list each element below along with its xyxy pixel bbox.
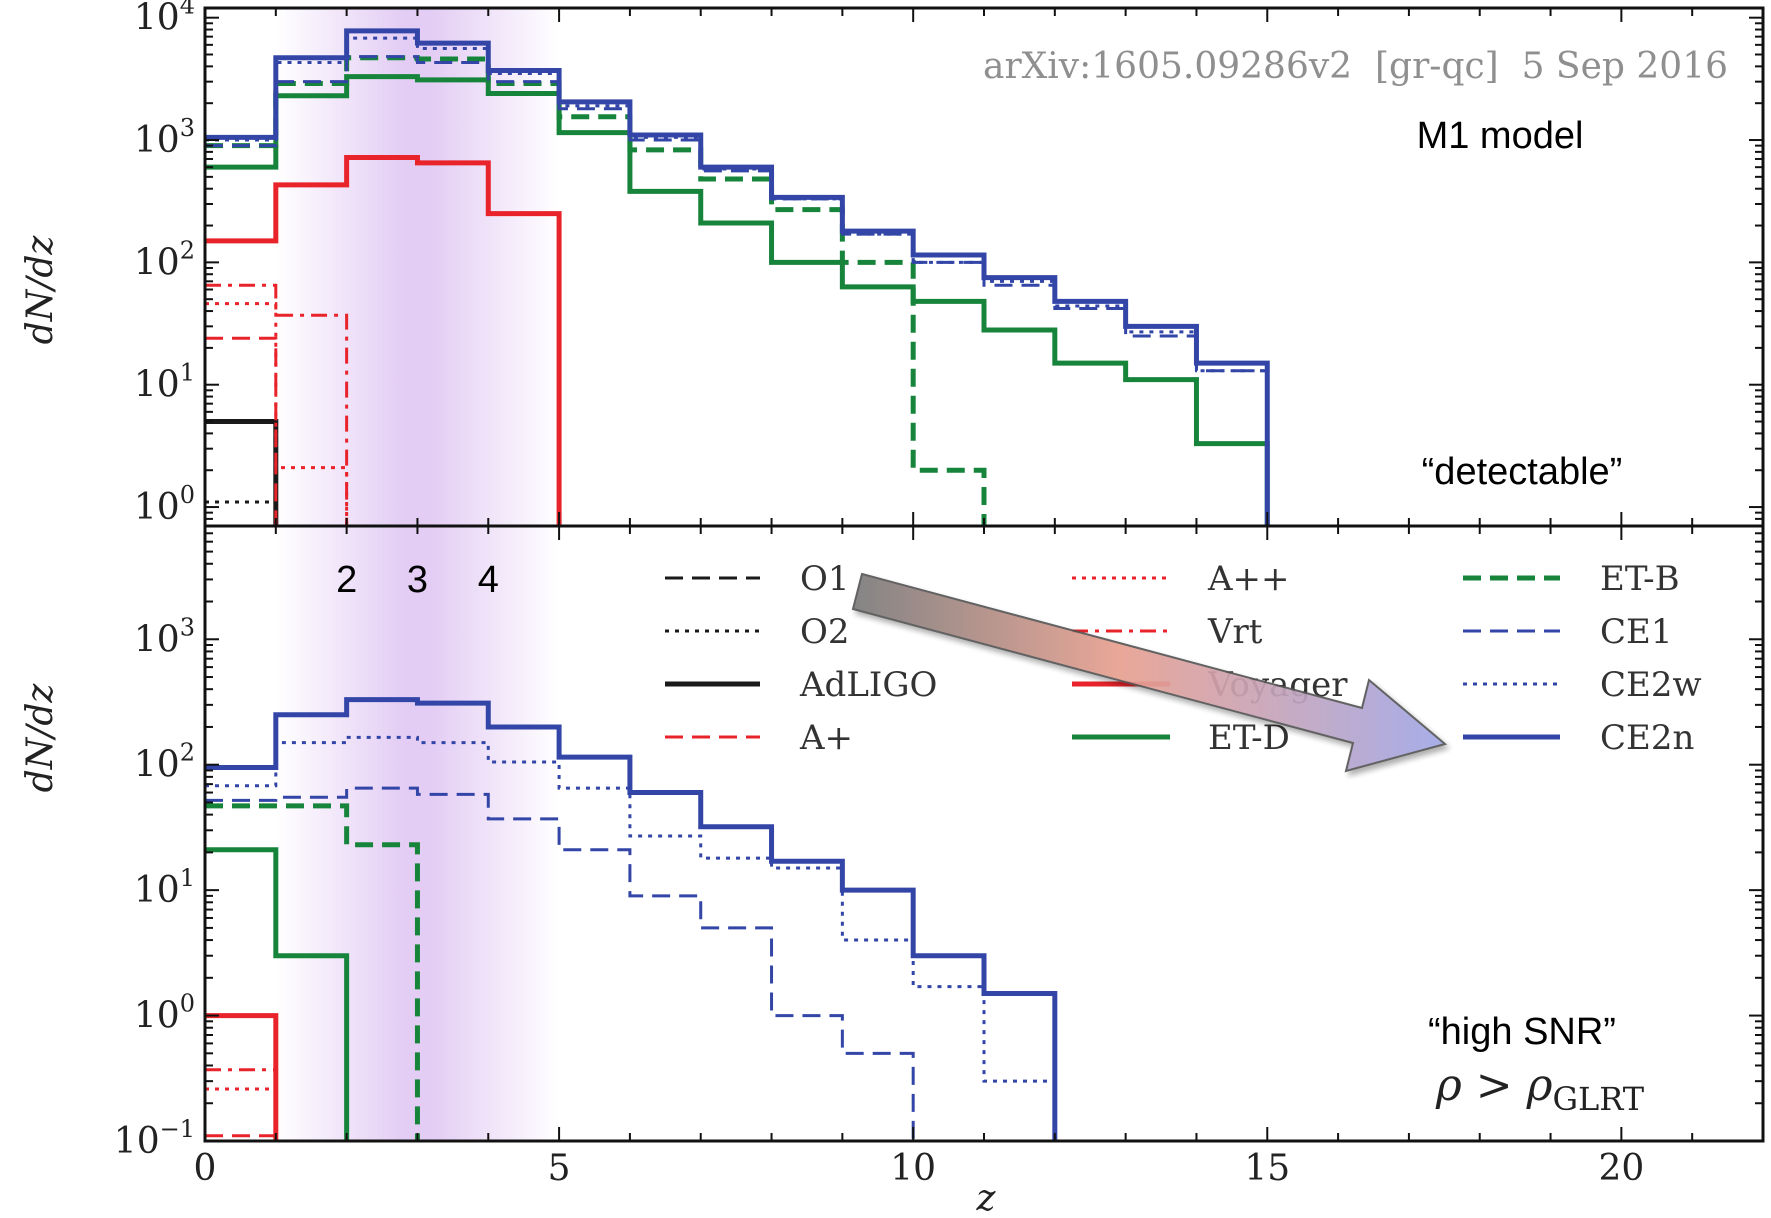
trend-arrow [851,572,1448,773]
bottom-y-tick-label: 102 [134,739,195,786]
legend-label: CE2n [1600,718,1694,758]
top-series-aplusplus [205,302,349,526]
x-tick-label: 0 [194,1148,217,1189]
rho-condition-sub: GLRT [1552,1080,1644,1118]
legend-label: A+ [799,718,853,758]
legend-label: AdLIGO [799,665,937,705]
redshift-band-bottom [275,526,560,1141]
legend-label: ET-D [1208,718,1290,758]
top-series-o2 [205,500,278,526]
bottom-series-et-b [205,803,420,1141]
legend-label: Vrt [1207,612,1263,652]
top-series-voyager [205,154,562,526]
top-series-aplus [205,336,278,526]
bottom-y-axis-label: dN/dz [20,683,61,793]
top-series-ce2n [205,28,1270,526]
top-y-axis-label-text: dN/dz [20,235,61,345]
top-y-tick-label: 104 [134,0,195,39]
arxiv-watermark: arXiv:1605.09286v2 [gr-qc] 5 Sep 2016 [983,46,1728,87]
bottom-series-voyager [205,1013,279,1141]
top-y-tick-label: 101 [134,359,195,406]
redshift-mark: 3 [407,559,428,601]
bottom-series-et-d [205,847,350,1141]
rho-condition-main: ρ > ρ [1435,1060,1553,1111]
rho-condition: ρ > ρGLRT [1435,1060,1645,1118]
detectable-label: “detectable” [1422,451,1623,493]
bottom-y-tick-label: 100 [134,990,195,1037]
high-snr-label: “high SNR” [1428,1011,1616,1053]
bottom-y-axis-label-text: dN/dz [20,683,61,793]
top-y-tick-label: 102 [134,236,195,283]
bottom-y-tick-label: 10−1 [114,1115,195,1162]
top-series-vrt [205,283,349,526]
x-axis-label: z [976,1178,997,1218]
legend-label: CE1 [1600,612,1672,652]
legend-label: O1 [800,559,850,599]
top-y-tick-label: 100 [134,481,195,528]
redshift-marks: 2 3 4 [336,559,499,601]
redshift-mark: 2 [336,559,357,601]
x-tick-label: 20 [1598,1148,1644,1189]
x-tick-label: 5 [548,1148,571,1189]
legend-label: O2 [800,612,850,652]
legend: O1O2AdLIGOA+A++VrtVoyagerET-DET-BCE1CE2w… [665,559,1702,758]
top-y-tick-label: 103 [134,114,195,161]
legend-label: CE2w [1600,665,1702,705]
top-panel-series [205,28,1270,526]
model-label: M1 model [1417,115,1584,157]
top-series-et-d [205,74,1270,526]
top-series-adligo [205,419,279,526]
bottom-series-ce1 [205,786,915,1141]
bottom-panel-frame [203,524,1765,1143]
legend-label: A++ [1207,559,1290,599]
bottom-series-ce2n [205,697,1058,1141]
bottom-y-tick-label: 101 [134,864,195,911]
x-tick-label: 15 [1244,1148,1290,1189]
x-tick-label: 10 [890,1148,936,1189]
bottom-y-tick-label: 103 [134,613,195,660]
legend-label: ET-B [1600,559,1680,599]
top-y-axis-label: dN/dz [20,235,61,345]
redshift-mark: 4 [478,559,499,601]
bottom-series-ce2w [205,735,1057,1141]
